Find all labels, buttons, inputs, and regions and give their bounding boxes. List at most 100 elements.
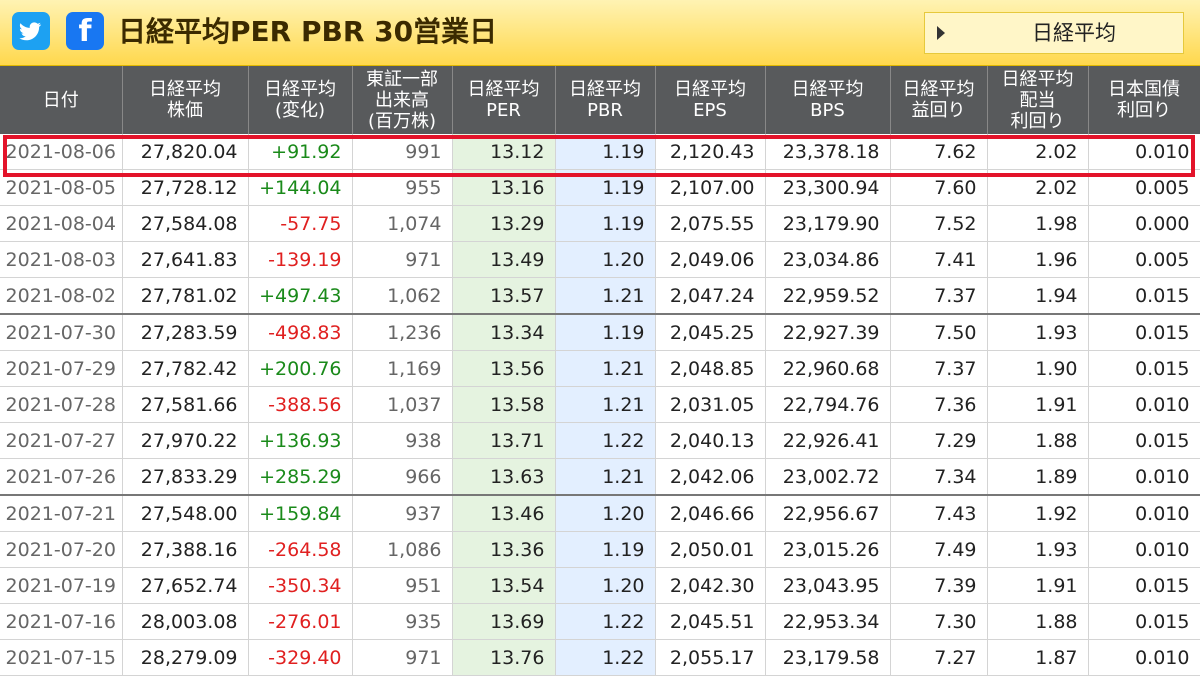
cell-pbr: 1.21 [555,386,656,423]
header-label: 益回り [911,100,966,121]
table-row: 2021-08-04 27,584.08 -57.75 1,074 13.29 1.19 2… [0,205,1200,242]
cell-price: 27,548.00 [122,495,249,532]
cell-date: 2021-07-28 [0,386,123,423]
cell-eps: 2,075.55 [655,205,766,242]
cell-dividend-yield: 1.90 [987,350,1089,387]
cell-per: 13.49 [452,241,556,278]
cell-date: 2021-07-26 [0,458,123,496]
cell-earnings-yield: 7.52 [890,205,988,242]
cell-per: 13.71 [452,422,556,459]
cell-bps: 23,179.58 [765,639,891,676]
cell-change: -350.34 [248,567,353,604]
page-title: 日経平均PER PBR 30営業日 [118,15,498,48]
header-label: 日経平均 [674,79,746,100]
header-col-volume: 東証一部 出来高 (百万株) [352,66,453,134]
cell-jgb-yield: 0.015 [1088,567,1200,604]
cell-bps: 23,378.18 [765,134,891,170]
triangle-right-icon [937,26,945,40]
cell-bps: 22,960.68 [765,350,891,387]
cell-earnings-yield: 7.50 [890,314,988,351]
cell-earnings-yield: 7.27 [890,639,988,676]
cell-eps: 2,031.05 [655,386,766,423]
cell-date: 2021-08-06 [0,134,123,170]
cell-earnings-yield: 7.62 [890,134,988,170]
header-col-eps: 日経平均 EPS [655,66,766,134]
cell-dividend-yield: 1.98 [987,205,1089,242]
cell-dividend-yield: 1.93 [987,314,1089,351]
facebook-icon[interactable]: f [66,12,104,50]
cell-bps: 22,959.52 [765,277,891,315]
table-row: 2021-07-27 27,970.22 +136.93 938 13.71 1.22 2,… [0,422,1200,459]
twitter-icon[interactable] [12,12,50,50]
cell-pbr: 1.21 [555,458,656,496]
cell-dividend-yield: 1.92 [987,495,1089,532]
cell-date: 2021-07-20 [0,531,123,568]
header-label: 利回り [1117,100,1171,121]
cell-per: 13.29 [452,205,556,242]
cell-bps: 23,015.26 [765,531,891,568]
cell-pbr: 1.19 [555,314,656,351]
cell-bps: 23,043.95 [765,567,891,604]
cell-per: 13.69 [452,603,556,640]
cell-per: 13.12 [452,134,556,170]
cell-price: 27,584.08 [122,205,249,242]
cell-price: 27,833.29 [122,458,249,496]
cell-volume: 1,062 [352,277,453,315]
nikkei-nav-button[interactable]: 日経平均 [924,12,1184,54]
table-row: 2021-07-15 28,279.09 -329.40 971 13.76 1.22 2,… [0,639,1200,676]
cell-per: 13.46 [452,495,556,532]
table-body: 2021-08-06 27,820.04 +91.92 991 13.12 1.19 2,1… [0,134,1200,676]
table-row: 2021-07-21 27,548.00 +159.84 937 13.46 1.20 2,… [0,495,1200,532]
cell-change: -139.19 [248,241,353,278]
cell-date: 2021-07-19 [0,567,123,604]
cell-change: -329.40 [248,639,353,676]
header-label: 株価 [167,100,203,121]
table-row: 2021-07-20 27,388.16 -264.58 1,086 13.36 1.19… [0,531,1200,568]
cell-price: 27,970.22 [122,422,249,459]
cell-price: 27,782.42 [122,350,249,387]
cell-earnings-yield: 7.34 [890,458,988,496]
cell-eps: 2,040.13 [655,422,766,459]
cell-volume: 1,074 [352,205,453,242]
header-col-pbr: 日経平均 PBR [555,66,656,134]
cell-bps: 23,034.86 [765,241,891,278]
header-label: (百万株) [367,110,437,132]
cell-pbr: 1.20 [555,241,656,278]
cell-per: 13.34 [452,314,556,351]
cell-jgb-yield: 0.010 [1088,495,1200,532]
cell-change: -57.75 [248,205,353,242]
cell-pbr: 1.20 [555,567,656,604]
cell-volume: 951 [352,567,453,604]
cell-dividend-yield: 1.94 [987,277,1089,315]
cell-jgb-yield: 0.015 [1088,314,1200,351]
cell-eps: 2,055.17 [655,639,766,676]
cell-date: 2021-07-21 [0,495,123,532]
cell-jgb-yield: 0.015 [1088,277,1200,315]
cell-pbr: 1.20 [555,495,656,532]
header-label: 出来高 [375,89,429,111]
cell-bps: 23,002.72 [765,458,891,496]
header-label: 日経平均 [1001,68,1074,90]
header-label: 日経平均 [569,79,641,100]
header-label: 配当 [1019,89,1056,111]
cell-volume: 1,169 [352,350,453,387]
cell-eps: 2,047.24 [655,277,766,315]
cell-dividend-yield: 1.88 [987,603,1089,640]
cell-dividend-yield: 1.89 [987,458,1089,496]
cell-per: 13.57 [452,277,556,315]
cell-date: 2021-08-02 [0,277,123,315]
cell-jgb-yield: 0.010 [1088,639,1200,676]
header-col-jgb-yield: 日本国債 利回り [1088,66,1200,134]
cell-dividend-yield: 1.88 [987,422,1089,459]
cell-pbr: 1.22 [555,639,656,676]
cell-date: 2021-08-04 [0,205,123,242]
cell-jgb-yield: 0.005 [1088,241,1200,278]
cell-pbr: 1.21 [555,350,656,387]
cell-per: 13.54 [452,567,556,604]
cell-change: -264.58 [248,531,353,568]
header-label: 日本国債 [1108,79,1180,100]
cell-price: 27,781.02 [122,277,249,315]
cell-jgb-yield: 0.010 [1088,134,1200,170]
cell-jgb-yield: 0.010 [1088,531,1200,568]
cell-dividend-yield: 1.96 [987,241,1089,278]
